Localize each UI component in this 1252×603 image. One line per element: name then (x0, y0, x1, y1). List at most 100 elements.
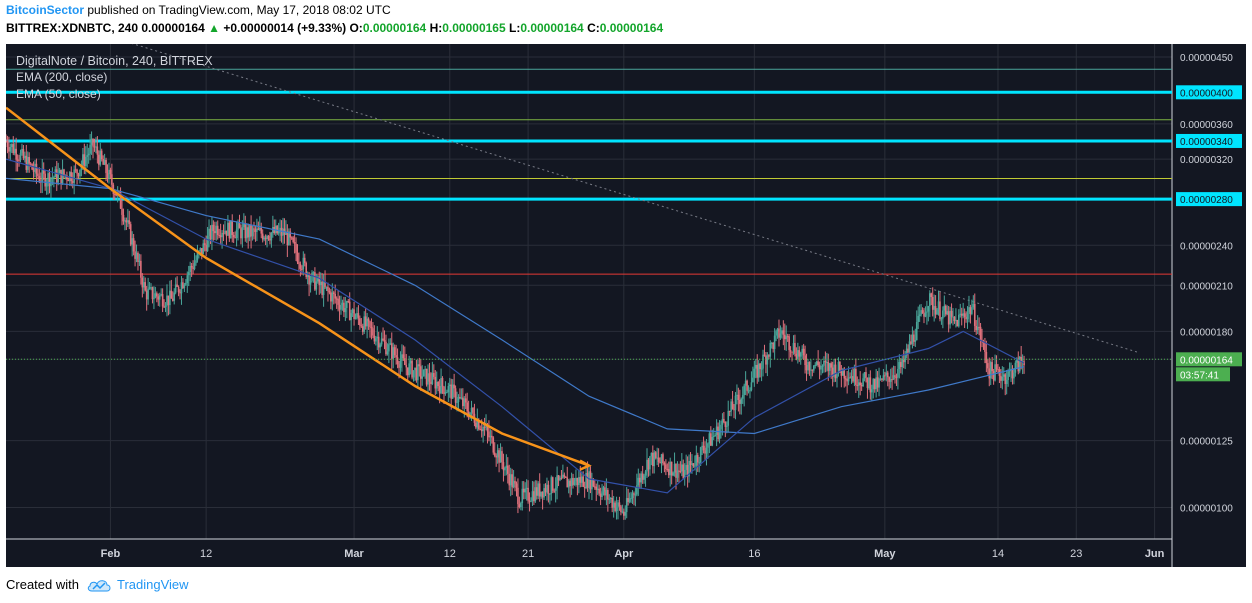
author-link[interactable]: BitcoinSector (6, 3, 85, 17)
candle-body (672, 472, 674, 476)
candle-body (943, 305, 946, 311)
candle-body (29, 163, 32, 165)
candle-body (453, 384, 455, 389)
candle-body (733, 409, 735, 411)
candle-body (991, 362, 993, 372)
candle-body (200, 248, 203, 254)
candle-body (715, 426, 718, 435)
candle-body (876, 377, 879, 388)
candle-body (824, 361, 827, 363)
candle-body (734, 395, 737, 410)
candle-body (750, 382, 753, 391)
candle-body (599, 493, 602, 497)
candle-body (788, 336, 790, 350)
candle-body (795, 353, 798, 359)
candle-body (749, 390, 751, 392)
candle-body (567, 480, 570, 488)
candle-body (441, 378, 444, 387)
candle-body (783, 334, 786, 340)
candle-body (150, 287, 152, 289)
candle-body (157, 296, 160, 300)
candle-body (466, 402, 468, 412)
candle-body (379, 344, 381, 348)
candle-body (302, 257, 305, 270)
close-value: 0.00000164 (599, 21, 664, 35)
candle-body (596, 488, 599, 490)
candle-body (356, 313, 358, 317)
candle-body (614, 502, 616, 512)
candle-body (166, 295, 168, 306)
candle-body (317, 276, 319, 282)
candle-body (913, 334, 915, 342)
candle-body (215, 225, 218, 234)
candle-body (926, 311, 928, 313)
candle-body (696, 454, 699, 463)
candle-body (141, 277, 144, 288)
candle-body (263, 237, 265, 240)
candle-body (609, 497, 612, 499)
candle-body (753, 368, 756, 378)
candle-body (712, 435, 715, 437)
candle-body (665, 464, 667, 470)
candle-body (866, 377, 869, 389)
candle-body (142, 282, 145, 288)
candle-body (694, 465, 696, 467)
candle-body (290, 237, 293, 239)
candle-body (598, 488, 600, 494)
candle-body (418, 364, 421, 367)
candle-body (24, 155, 26, 159)
candle-body (583, 486, 586, 489)
candle-body (153, 297, 155, 300)
candle-body (762, 354, 764, 369)
y-tick-label: 0.00000320 (1180, 155, 1233, 166)
price-chart[interactable]: 0.00000450 0.00000400 0.00000360 0.00000340… (6, 44, 1246, 567)
candle-body (992, 371, 995, 381)
candle-body (579, 477, 582, 483)
candle-body (287, 231, 290, 246)
candle-body (659, 461, 661, 464)
candle-body (301, 268, 303, 270)
candle-body (15, 148, 17, 160)
candle-body (1001, 376, 1004, 381)
candle-body (86, 155, 89, 157)
candle-body (534, 487, 537, 502)
candle-body (164, 305, 167, 307)
candle-body (21, 148, 23, 153)
candle-body (324, 281, 326, 287)
candle-body (115, 193, 118, 196)
candle-body (108, 169, 110, 179)
candle-body (573, 481, 576, 485)
candle-body (869, 377, 872, 393)
candle-body (344, 307, 347, 313)
candle-body (785, 336, 788, 340)
candle-body (885, 372, 888, 376)
candle-body (689, 460, 692, 466)
candle-body (183, 284, 186, 289)
candle-body (360, 325, 363, 327)
candle-body (180, 282, 183, 294)
candle-body (501, 451, 503, 463)
candle-body (653, 452, 656, 467)
candle-body (61, 169, 64, 184)
candle-body (828, 363, 831, 371)
candle-body (560, 477, 563, 479)
candle-body (633, 493, 635, 495)
candle-body (769, 343, 772, 357)
candle-body (843, 368, 846, 379)
candle-body (170, 290, 173, 299)
candle-body (295, 243, 297, 253)
candle-body (892, 375, 895, 380)
candle-body (563, 474, 566, 477)
candle-body (849, 377, 851, 379)
tradingview-link[interactable]: TradingView (87, 577, 189, 592)
candle-body (968, 307, 970, 313)
chart-area[interactable]: 0.00000450 0.00000400 0.00000360 0.00000340… (6, 44, 1246, 567)
candle-body (962, 313, 964, 316)
candle-body (682, 464, 685, 479)
candle-body (238, 223, 241, 229)
candle-body (154, 293, 157, 298)
candle-body (686, 464, 689, 477)
candle-body (891, 379, 893, 381)
candle-body (341, 302, 344, 306)
candle-body (340, 305, 342, 310)
